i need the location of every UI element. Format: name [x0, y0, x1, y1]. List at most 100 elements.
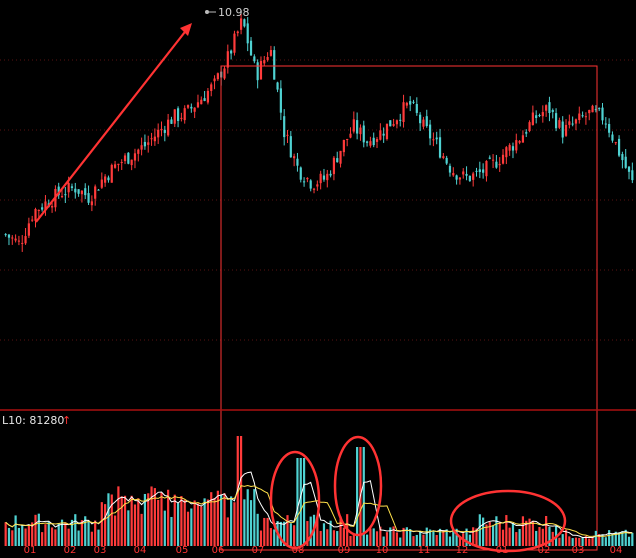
candle-body	[485, 160, 488, 177]
x-tick-label: 05	[176, 545, 189, 554]
volume-bar	[601, 534, 604, 546]
annotation-arrowhead	[180, 23, 192, 36]
x-tick-label: 03	[94, 545, 107, 554]
candle-body	[50, 206, 54, 208]
candle-body	[525, 132, 528, 134]
candle-body	[422, 119, 425, 127]
volume-bar	[425, 527, 428, 546]
candle-body	[130, 159, 133, 166]
candle-body	[239, 18, 243, 30]
volume-bar	[90, 531, 93, 546]
candle-body	[462, 171, 465, 175]
volume-bar	[594, 530, 597, 546]
volume-bar	[147, 493, 150, 546]
volume-bar	[243, 499, 246, 546]
volume-bar	[631, 532, 634, 546]
volume-bar	[412, 536, 415, 546]
candle-body	[415, 103, 418, 113]
candle-body	[624, 156, 627, 168]
volume-bar	[123, 495, 127, 546]
volume-bar	[608, 530, 611, 546]
volume-bar	[44, 524, 47, 546]
volume-bar	[326, 529, 329, 546]
volume-bar	[296, 458, 299, 546]
candle-body	[312, 188, 316, 190]
volume-bar	[475, 528, 478, 546]
peak-marker: 10.98	[205, 6, 250, 19]
candle-body	[223, 68, 226, 79]
volume-bar	[405, 527, 408, 546]
peak-label: 10.98	[218, 6, 250, 19]
volume-bar	[392, 526, 395, 546]
candle-body	[147, 142, 150, 145]
x-tick-label: 02	[538, 545, 551, 554]
volume-bar	[210, 492, 213, 546]
volume-bar	[332, 530, 336, 546]
candle-body	[402, 102, 405, 122]
candle-body	[263, 60, 266, 64]
candle-body	[405, 102, 408, 106]
volume-bar	[382, 536, 385, 546]
volume-bar	[482, 517, 485, 546]
volume-bar	[452, 528, 455, 546]
volume-bar	[309, 516, 312, 546]
candle-body	[336, 158, 339, 163]
volume-bar	[468, 534, 471, 546]
candle-body	[302, 181, 306, 183]
candle-body	[581, 115, 584, 117]
candle-body	[259, 60, 263, 80]
volume-bar	[216, 490, 219, 546]
candle-body	[419, 114, 422, 124]
volume-bar	[203, 498, 206, 546]
volume-bar	[17, 527, 21, 546]
candle-body	[379, 130, 382, 140]
volume-bar	[564, 529, 568, 546]
volume-bar	[140, 513, 143, 546]
volume-bar	[273, 529, 276, 546]
volume-bar	[472, 527, 475, 546]
volume-bar	[375, 531, 379, 546]
candle-body	[14, 238, 17, 241]
candle-body	[558, 120, 561, 128]
candle-body	[196, 102, 200, 108]
candle-body	[531, 112, 534, 126]
volume-bar	[256, 513, 259, 546]
candle-body	[94, 186, 97, 199]
candle-body	[11, 237, 14, 239]
volume-bar	[133, 504, 137, 546]
x-tick-label: 11	[418, 545, 431, 554]
volume-bar	[505, 515, 508, 546]
candle-body	[501, 154, 505, 164]
x-tick-label: 01	[496, 545, 509, 554]
candle-body	[435, 137, 438, 140]
volume-bar	[170, 516, 173, 546]
volume-bar	[491, 525, 495, 546]
volume-bar	[70, 519, 74, 546]
volume-bar	[160, 492, 163, 546]
volume-bar	[561, 534, 564, 546]
volume-bar	[548, 526, 551, 546]
candle-body	[256, 62, 259, 81]
candle-body	[60, 196, 64, 198]
volume-bar	[448, 536, 452, 546]
candle-body	[521, 135, 525, 143]
x-tick-label: 08	[292, 545, 305, 554]
candle-body	[617, 138, 621, 156]
candle-body	[528, 122, 531, 132]
volume-bar	[54, 529, 57, 546]
volume-bar	[94, 520, 97, 546]
annotation-circle-08	[269, 450, 321, 550]
candle-body	[475, 170, 478, 172]
candle-body	[326, 173, 329, 181]
candle-body	[395, 120, 399, 125]
candle-body	[614, 142, 617, 144]
volume-bar	[14, 515, 17, 546]
candle-body	[226, 51, 229, 68]
candle-body	[183, 108, 186, 121]
volume-bar	[11, 530, 14, 546]
volume-bar	[223, 493, 226, 546]
volume-bar	[97, 529, 100, 546]
volume-bar	[568, 536, 571, 546]
candle-body	[601, 107, 604, 121]
